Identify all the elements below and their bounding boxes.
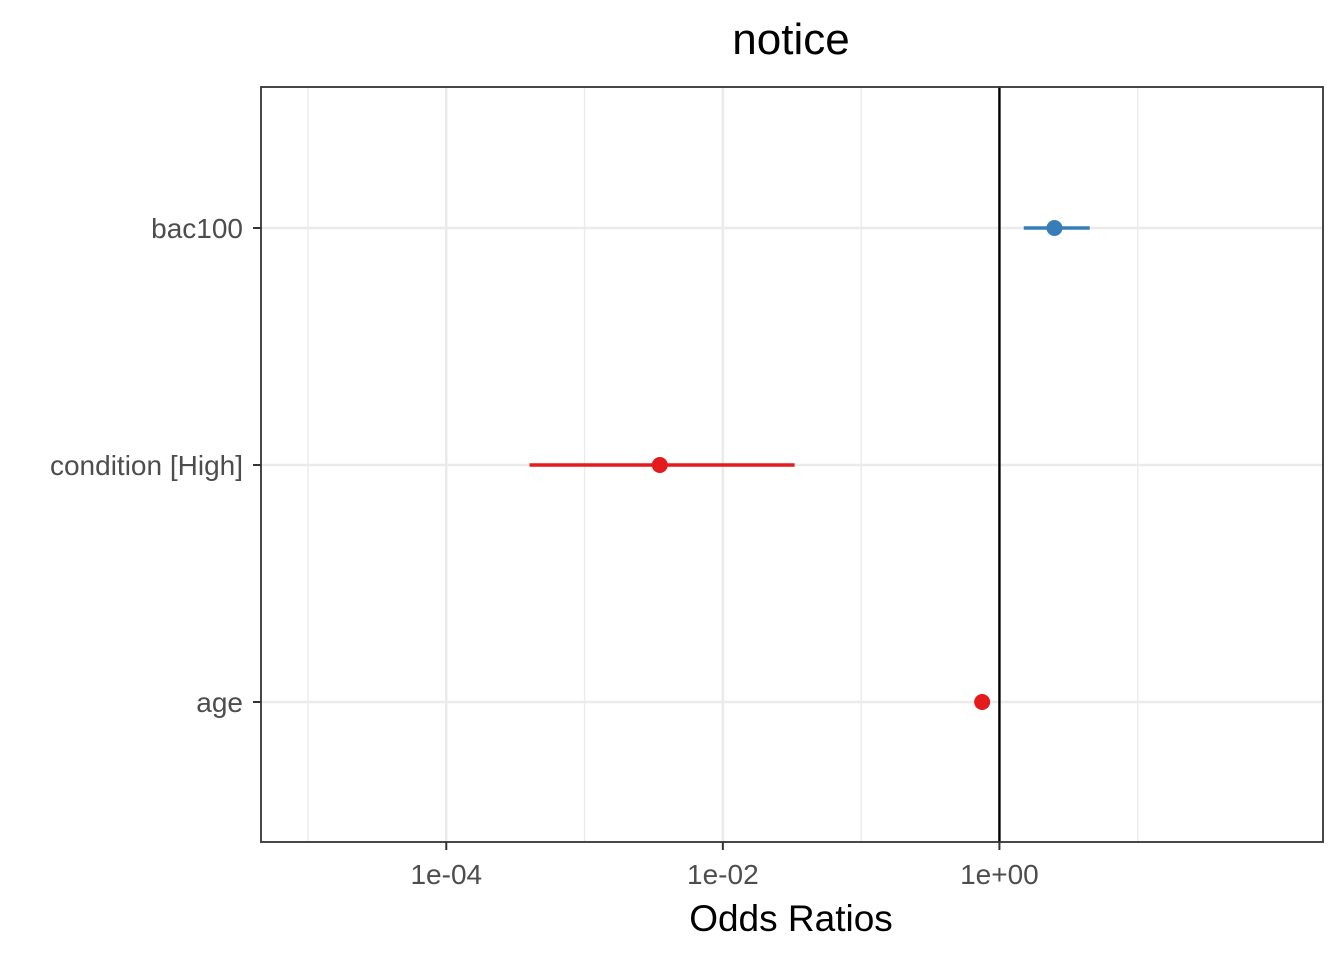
estimate-point — [1046, 220, 1063, 236]
mark-layer — [529, 220, 1090, 710]
axis-layer: 1e-04 1e-02 1e+00 bac100 condition [High] age — [50, 213, 1039, 890]
y-tick-label: bac100 — [151, 213, 243, 244]
estimate-point — [974, 694, 991, 710]
x-tick-label: 1e-02 — [687, 859, 759, 890]
y-tick-label: age — [196, 687, 243, 718]
x-tick-label: 1e-04 — [410, 859, 482, 890]
y-tick-label: condition [High] — [50, 450, 243, 481]
x-tick-label: 1e+00 — [960, 859, 1039, 890]
x-axis-title: Odds Ratios — [689, 898, 893, 939]
chart-title: notice — [732, 15, 849, 64]
estimate-point — [651, 457, 668, 473]
